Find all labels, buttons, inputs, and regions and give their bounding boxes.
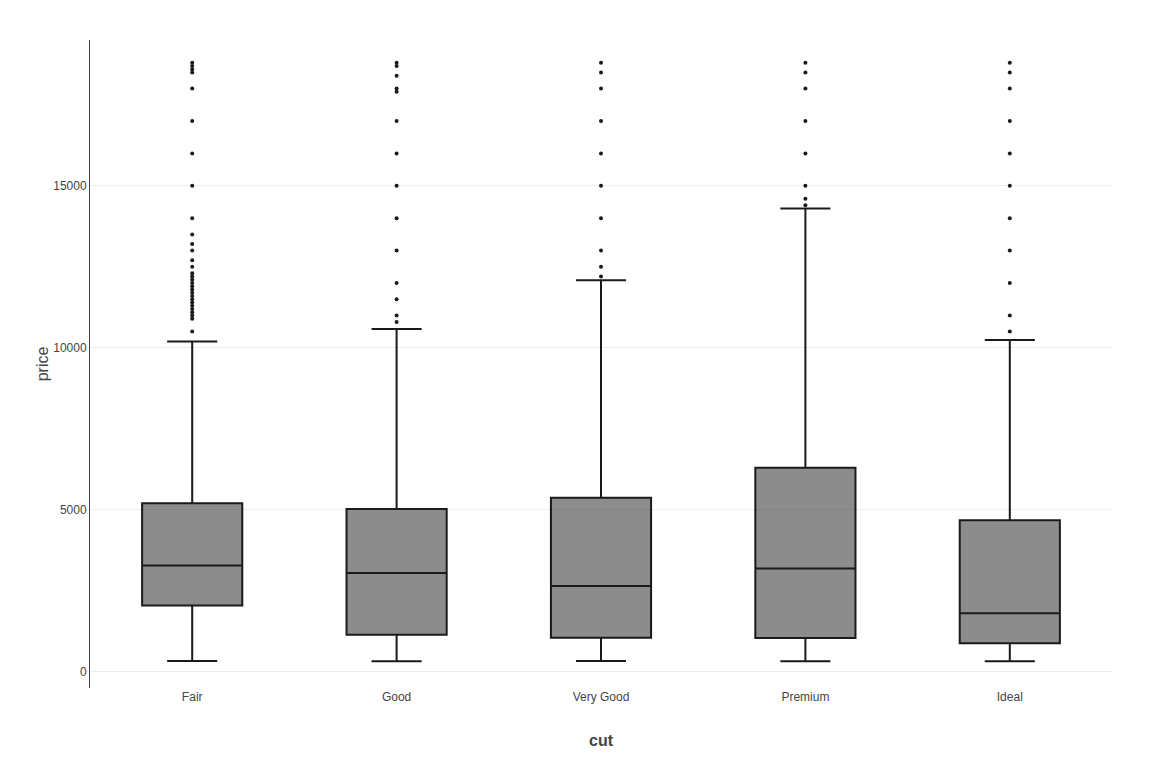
svg-text:10000: 10000 xyxy=(53,341,87,355)
svg-text:price: price xyxy=(34,347,51,382)
svg-text:Premium: Premium xyxy=(781,690,829,704)
svg-text:cut: cut xyxy=(589,732,614,749)
svg-text:Very Good: Very Good xyxy=(573,690,630,704)
svg-text:Ideal: Ideal xyxy=(997,690,1023,704)
svg-text:15000: 15000 xyxy=(53,179,87,193)
svg-text:Fair: Fair xyxy=(182,690,203,704)
svg-text:5000: 5000 xyxy=(60,503,87,517)
svg-text:Good: Good xyxy=(382,690,411,704)
svg-text:0: 0 xyxy=(80,665,87,679)
